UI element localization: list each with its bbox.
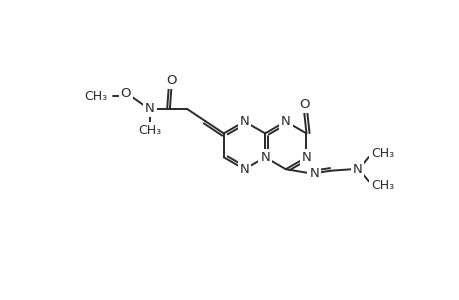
Text: O: O xyxy=(298,98,309,111)
Text: CH₃: CH₃ xyxy=(370,146,393,160)
Text: CH₃: CH₃ xyxy=(370,179,393,192)
Text: N: N xyxy=(239,115,249,128)
Text: CH₃: CH₃ xyxy=(84,90,107,103)
Text: N: N xyxy=(239,163,249,176)
Text: CH₃: CH₃ xyxy=(138,124,161,137)
Text: N: N xyxy=(145,102,154,115)
Text: N: N xyxy=(260,151,269,164)
Text: O: O xyxy=(120,87,131,100)
Text: O: O xyxy=(166,74,176,87)
Text: N: N xyxy=(301,151,311,164)
Text: N: N xyxy=(280,115,290,128)
Text: N: N xyxy=(352,163,362,176)
Text: N: N xyxy=(309,167,319,180)
